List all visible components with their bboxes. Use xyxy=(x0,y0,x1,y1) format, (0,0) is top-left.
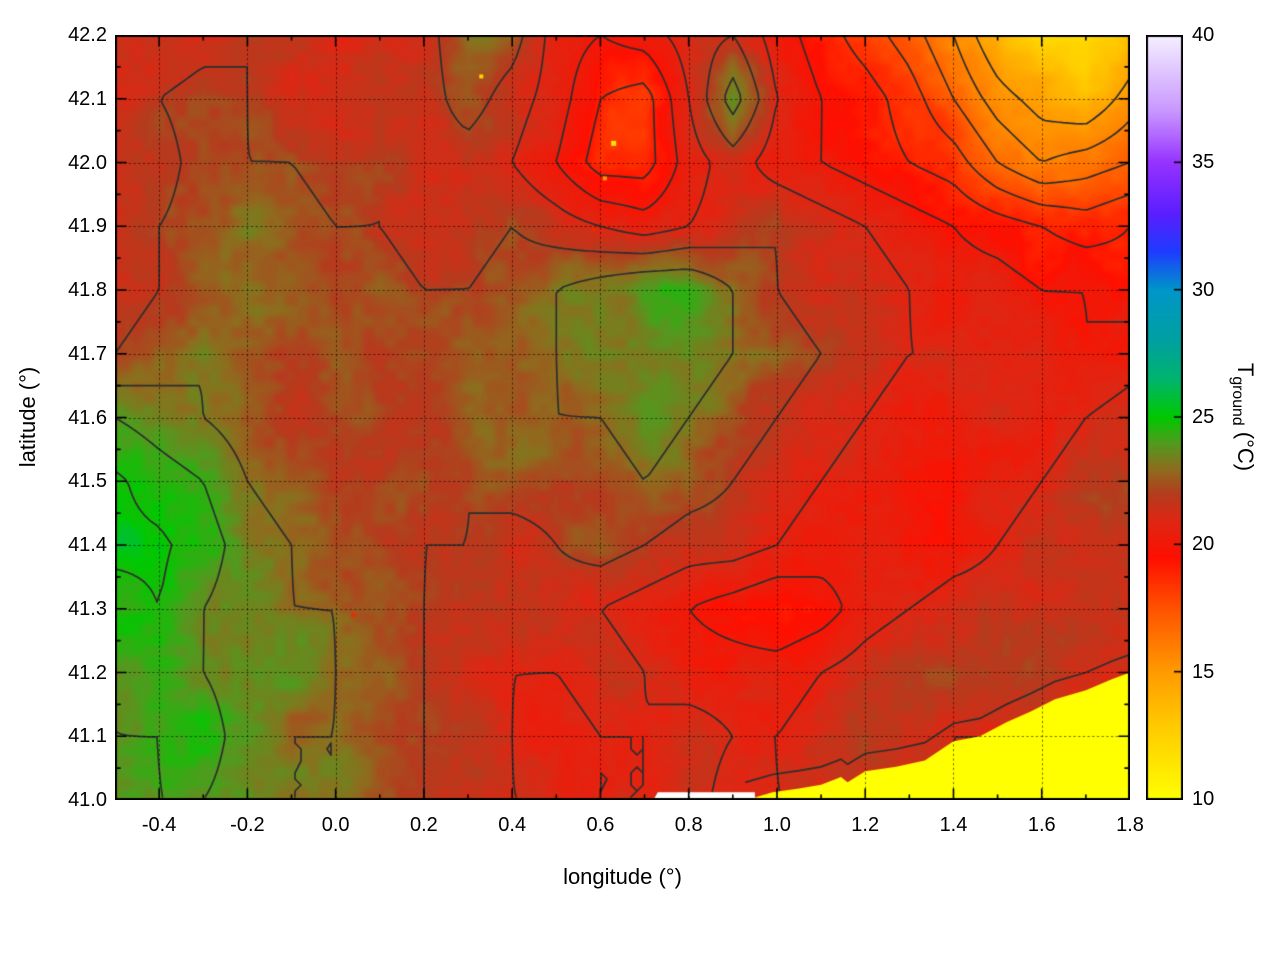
y-tick-label: 41.9 xyxy=(68,215,107,238)
colorbar-tick-label: 10 xyxy=(1192,788,1215,810)
colorbar-tick-label: 15 xyxy=(1192,660,1215,683)
x-tick-label: 0.4 xyxy=(498,814,527,836)
x-tick-label: -0.4 xyxy=(141,814,177,836)
x-tick-label: 1.0 xyxy=(763,814,791,836)
colorbar-label-symbol: T xyxy=(1233,362,1259,377)
y-tick-label: 41.5 xyxy=(68,470,107,493)
x-tick-label: 1.2 xyxy=(851,814,880,836)
y-tick-label: 41.1 xyxy=(68,725,107,748)
x-tick-label: 0.6 xyxy=(586,814,615,836)
y-tick-label: 41.0 xyxy=(68,789,107,811)
colorbar-label: Tground (°C) xyxy=(1228,363,1258,471)
x-tick-label: 1.6 xyxy=(1027,814,1056,836)
colorbar-gradient xyxy=(1146,35,1183,800)
y-tick-label: 41.7 xyxy=(68,342,107,365)
colorbar-label-subscript: ground xyxy=(1228,376,1246,426)
x-tick-label: 1.8 xyxy=(1116,814,1144,836)
x-tick-label: 0.0 xyxy=(321,814,350,836)
x-axis-label: longitude (°) xyxy=(563,864,682,889)
y-tick-label: 41.4 xyxy=(68,534,107,556)
y-tick-label: 41.6 xyxy=(68,406,107,429)
heatmap-canvas xyxy=(115,35,1130,800)
colorbar-tick-label: 35 xyxy=(1192,151,1215,174)
colorbar-tick-label: 25 xyxy=(1192,406,1215,428)
y-tick-label: 42.1 xyxy=(68,87,107,110)
x-tick-label: 1.4 xyxy=(939,814,968,836)
colorbar-label-unit: (°C) xyxy=(1233,425,1259,472)
y-tick-label: 42.2 xyxy=(68,24,107,46)
y-tick-label: 41.8 xyxy=(68,279,107,301)
y-tick-label: 41.3 xyxy=(68,597,107,620)
x-tick-label: 0.8 xyxy=(674,814,703,836)
colorbar-tick-label: 30 xyxy=(1192,278,1215,301)
colorbar-tick-label: 20 xyxy=(1192,533,1215,556)
x-tick-label: -0.2 xyxy=(230,814,265,836)
colorbar-tick-label: 40 xyxy=(1192,24,1215,46)
x-tick-label: 0.2 xyxy=(410,814,438,836)
y-tick-label: 42.0 xyxy=(68,151,107,174)
y-tick-label: 41.2 xyxy=(68,661,107,684)
